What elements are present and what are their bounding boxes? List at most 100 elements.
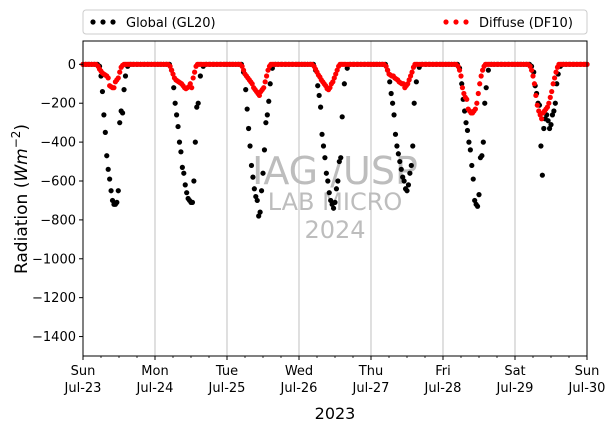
- x-tick-label-date: Jul-24: [136, 381, 174, 396]
- diffuse-point: [531, 81, 538, 87]
- global-point: [476, 192, 482, 198]
- diffuse-point: [549, 88, 555, 95]
- diffuse-point: [117, 69, 123, 75]
- global-point: [479, 153, 485, 159]
- global-point: [464, 127, 471, 134]
- diffuse-point: [534, 102, 540, 108]
- global-point: [171, 85, 177, 91]
- global-point: [323, 170, 329, 176]
- global-point: [260, 170, 266, 176]
- global-point: [411, 100, 417, 106]
- global-point: [548, 122, 554, 128]
- global-point: [408, 162, 414, 169]
- x-tick-label-day: Wed: [285, 364, 313, 379]
- diffuse-point: [458, 73, 464, 79]
- global-point: [467, 147, 473, 153]
- diffuse-point: [474, 100, 480, 106]
- x-tick-label-date: Jul-26: [280, 381, 318, 396]
- vertical-grid: [154, 41, 516, 356]
- diffuse-point: [105, 75, 111, 81]
- global-point: [107, 176, 113, 182]
- diffuse-point: [264, 73, 270, 79]
- global-point: [257, 209, 263, 215]
- global-point: [120, 110, 126, 116]
- global-point: [101, 112, 107, 118]
- global-point: [174, 112, 180, 118]
- global-point: [405, 182, 412, 188]
- legend-dot: [110, 19, 116, 25]
- global-point: [197, 73, 203, 79]
- global-point: [108, 188, 114, 194]
- global-point: [459, 81, 465, 87]
- global-point: [398, 166, 404, 172]
- diffuse-point: [192, 69, 198, 75]
- global-point: [395, 151, 401, 157]
- global-point: [407, 170, 413, 176]
- global-point: [114, 199, 120, 205]
- global-point: [397, 158, 403, 165]
- global-point: [469, 162, 475, 169]
- global-point: [122, 73, 129, 79]
- global-point: [315, 83, 321, 89]
- global-point: [390, 100, 396, 106]
- global-point: [326, 190, 332, 196]
- diffuse-point: [547, 94, 553, 100]
- global-point: [333, 186, 340, 192]
- x-tick-label-date: Jul-27: [352, 381, 390, 396]
- global-point: [105, 166, 111, 172]
- global-point: [99, 88, 106, 95]
- global-point: [552, 100, 558, 106]
- global-point: [182, 182, 188, 188]
- x-tick-label-date: Jul-25: [208, 381, 246, 396]
- y-tick-label: −800: [40, 213, 76, 228]
- global-point: [545, 118, 551, 124]
- global-point: [189, 199, 196, 205]
- x-tick-label-day: Sun: [71, 364, 96, 379]
- global-point: [401, 178, 407, 184]
- diffuse-point: [261, 85, 267, 91]
- global-point: [104, 153, 110, 159]
- x-tick-label-day: Tue: [215, 364, 238, 379]
- legend: Global (GL20) Diffuse (DF10): [82, 9, 588, 35]
- global-point: [541, 125, 547, 132]
- legend-dot: [100, 19, 106, 25]
- diffuse-point: [472, 106, 478, 112]
- y-tick-label: −1000: [32, 252, 76, 267]
- diffuse-point: [528, 67, 535, 73]
- diffuse-point: [409, 69, 415, 75]
- global-point: [485, 67, 491, 73]
- y-tick-label: 0: [68, 58, 76, 73]
- global-point: [483, 85, 489, 91]
- y-tick-label: −1200: [32, 291, 76, 306]
- global-point: [191, 178, 197, 184]
- x-tick-label-date: Jul-28: [424, 381, 462, 396]
- global-point: [248, 162, 255, 169]
- global-point: [391, 112, 397, 118]
- global-point: [175, 123, 181, 130]
- diffuse-point: [550, 81, 556, 87]
- global-point: [117, 120, 123, 126]
- legend-dot: [463, 19, 469, 25]
- x-tick-label-day: Sat: [504, 364, 525, 379]
- y-axis-label-exponent: −2: [9, 131, 23, 149]
- x-axis-label: 2023: [315, 404, 356, 423]
- diffuse-point: [190, 75, 196, 81]
- watermark-line-3: 2024: [304, 216, 365, 244]
- diffuse-point: [552, 75, 558, 81]
- diffuse-point: [553, 69, 559, 75]
- global-point: [551, 108, 557, 114]
- diffuse-point: [189, 85, 195, 91]
- diffuse-point: [111, 85, 117, 91]
- diffuse-point: [262, 79, 268, 85]
- global-point: [179, 164, 185, 170]
- global-point: [258, 188, 265, 194]
- diffuse-point: [464, 96, 470, 102]
- global-point: [316, 92, 322, 99]
- global-point: [482, 100, 488, 106]
- global-point: [121, 87, 127, 93]
- global-point: [115, 188, 121, 194]
- x-tick-label-day: Mon: [141, 364, 168, 379]
- global-point: [264, 112, 270, 118]
- global-point: [474, 203, 481, 209]
